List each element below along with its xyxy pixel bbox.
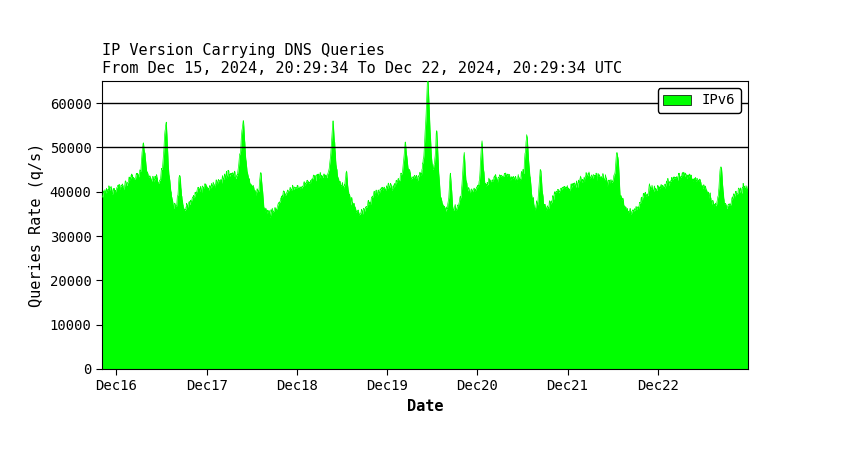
Legend: IPv6: IPv6 [658, 88, 741, 113]
Y-axis label: Queries Rate (q/s): Queries Rate (q/s) [29, 143, 44, 307]
X-axis label: Date: Date [407, 399, 443, 414]
Text: IP Version Carrying DNS Queries
From Dec 15, 2024, 20:29:34 To Dec 22, 2024, 20:: IP Version Carrying DNS Queries From Dec… [102, 43, 622, 76]
